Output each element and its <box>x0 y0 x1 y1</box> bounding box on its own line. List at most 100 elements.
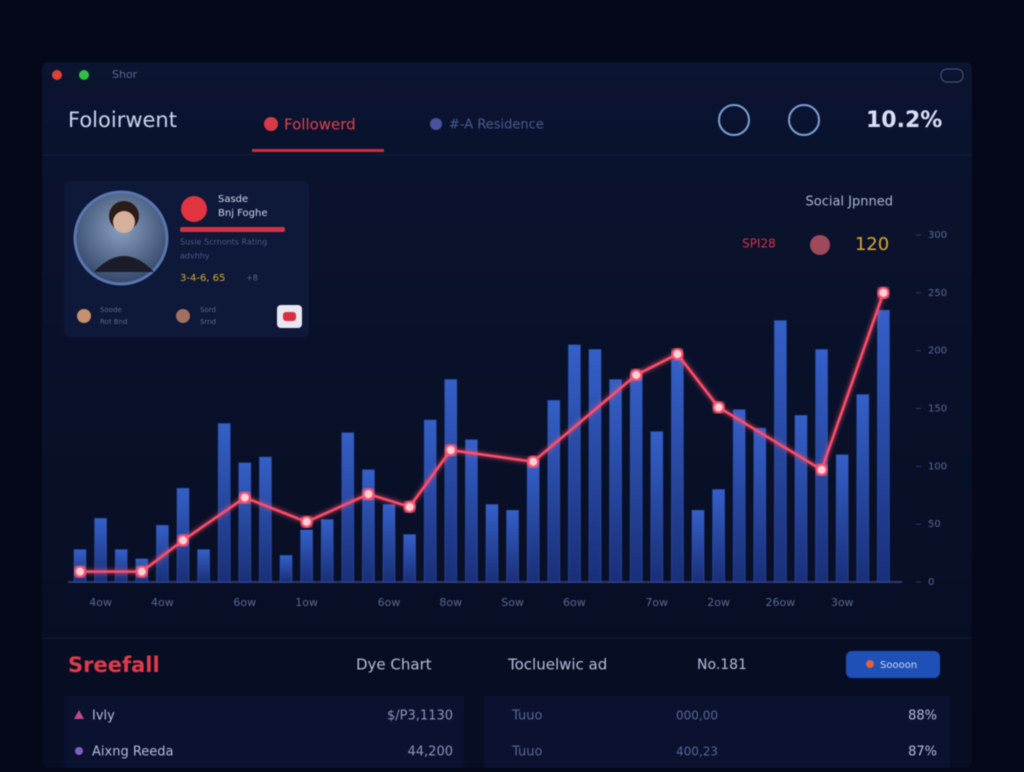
tab-icon <box>264 117 278 131</box>
point <box>74 565 86 578</box>
avatar <box>73 190 169 286</box>
bar <box>753 427 767 583</box>
profile-line: Susie Scrnonts Rating <box>180 238 267 247</box>
progress <box>180 227 285 232</box>
profile-score: 3-4-6, 65 <box>180 273 225 284</box>
bar <box>732 409 746 583</box>
section-title: Sreefall <box>68 653 160 677</box>
row-value: 44,200 <box>408 745 454 760</box>
point <box>300 515 313 528</box>
tab[interactable]: Followerd <box>284 116 356 134</box>
bar <box>567 344 581 583</box>
x-tick-label: 2ow <box>707 596 730 609</box>
button[interactable] <box>846 651 940 678</box>
bar <box>155 524 169 583</box>
row-label: Aixng Reeda <box>92 745 174 760</box>
y-tick-label: 150 <box>928 404 947 415</box>
close-dot[interactable] <box>52 70 62 80</box>
x-tick-label: 6ow <box>563 596 586 609</box>
point <box>815 463 828 476</box>
avatar-face <box>113 211 135 233</box>
window-control[interactable] <box>940 68 964 83</box>
bar <box>197 549 211 583</box>
header-stat: 10.2% <box>866 108 942 133</box>
button-label[interactable]: Soooon <box>880 660 917 671</box>
bar <box>403 534 417 583</box>
point <box>238 491 251 504</box>
section-subtitle: Dye Chart <box>356 656 432 674</box>
x-tick-label: 6ow <box>378 596 401 609</box>
chart-title: Social Jpnned <box>806 195 894 210</box>
point <box>444 444 457 457</box>
x-tick-label: 4ow <box>89 596 112 609</box>
section-code: No.181 <box>697 657 747 673</box>
bar <box>94 517 108 583</box>
bar <box>258 456 272 583</box>
point <box>527 455 540 468</box>
x-tick-label: 7ow <box>645 596 668 609</box>
avatar-body <box>94 256 154 272</box>
bar <box>114 549 128 583</box>
chart-badge: 120 <box>855 234 889 255</box>
row-percent: 88% <box>908 709 937 724</box>
bar <box>712 488 726 583</box>
bar <box>670 359 684 583</box>
row-icon <box>74 710 84 719</box>
tab-icon <box>430 118 442 130</box>
bar <box>835 454 849 583</box>
point <box>403 500 416 513</box>
app-title: Foloirwent <box>68 108 177 132</box>
bar <box>856 394 870 583</box>
profile-item: Srnd <box>200 318 216 326</box>
bar <box>588 349 602 583</box>
bar <box>361 469 375 583</box>
window <box>42 62 972 768</box>
row-value: 000,00 <box>676 709 718 723</box>
profile-item: Sord <box>200 306 216 314</box>
max-dot[interactable] <box>79 70 89 80</box>
bar <box>279 554 293 583</box>
y-tick-label: 0 <box>928 577 934 588</box>
row-percent: 87% <box>908 745 937 760</box>
row-icon <box>75 747 83 755</box>
section-title: Tocluelwic ad <box>507 656 607 674</box>
x-tick-label: Sow <box>501 596 524 609</box>
badge-icon <box>810 235 830 255</box>
item-icon <box>176 309 190 323</box>
y-tick-label: 200 <box>928 346 947 357</box>
bar <box>773 320 787 583</box>
tab-underline <box>252 149 384 152</box>
bar <box>423 419 437 583</box>
profile-item: Rot Bnd <box>100 318 127 326</box>
table-left <box>64 696 464 768</box>
row-label: Tuuo <box>511 709 542 724</box>
chart-badge: SPI28 <box>742 237 776 251</box>
bar <box>485 504 499 583</box>
profile-score-note: +8 <box>246 274 258 283</box>
x-tick-label: 3ow <box>831 596 854 609</box>
bar <box>444 379 458 583</box>
y-tick-label: 300 <box>928 230 947 241</box>
bar <box>382 504 396 583</box>
icon-button[interactable] <box>788 104 820 136</box>
point <box>712 401 725 414</box>
row-label: Tuuo <box>511 745 542 760</box>
bar <box>526 460 540 583</box>
bar <box>876 309 890 583</box>
item-icon <box>77 309 91 323</box>
icon-button[interactable] <box>718 104 750 136</box>
x-tick-label: 6ow <box>233 596 256 609</box>
bar <box>609 379 623 583</box>
point <box>177 534 189 547</box>
point <box>362 488 375 501</box>
button-icon <box>866 660 874 668</box>
bar <box>794 414 808 583</box>
x-tick-label: 8ow <box>439 596 462 609</box>
bar <box>547 399 561 583</box>
row-value: $/P3,1130 <box>387 709 453 724</box>
tab[interactable]: #-A Residence <box>449 118 544 133</box>
item-button-icon <box>283 312 296 321</box>
profile-line: advhhy <box>180 252 210 261</box>
badge <box>181 196 207 222</box>
